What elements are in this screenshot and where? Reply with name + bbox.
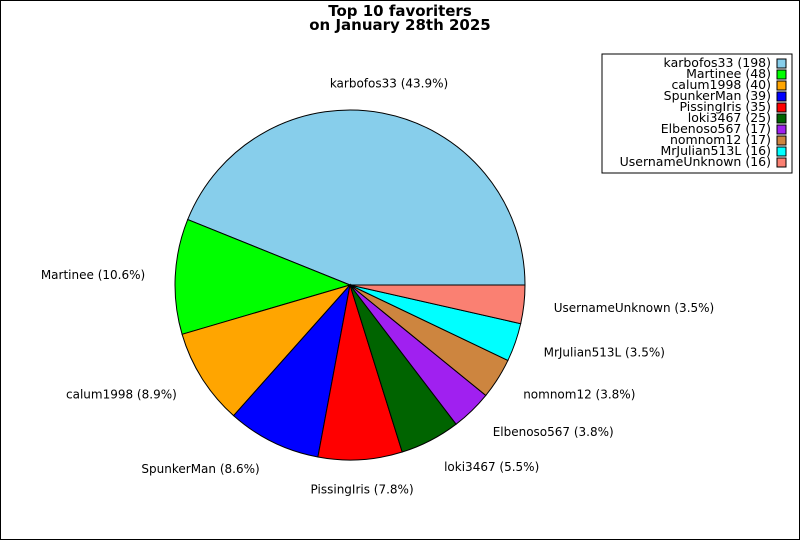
slice-label-calum1998: calum1998 (8.9%) [66, 388, 177, 402]
slice-label-elbenoso567: Elbenoso567 (3.8%) [493, 425, 614, 439]
legend-swatch-mrjulian513l [776, 146, 787, 157]
pie-slice-martinee [174, 218, 352, 335]
pie-slice-spunkerman [232, 283, 351, 458]
legend-swatch-nomnom12 [776, 135, 787, 146]
legend-swatch-usernameunknown [776, 157, 787, 168]
legend-entry-pissingiris: PissingIris (35) [679, 99, 771, 114]
slice-label-karbofos33: karbofos33 (43.9%) [330, 77, 448, 91]
legend-entry-nomnom12: nomnom12 (17) [670, 132, 771, 147]
legend-swatch-loki3467 [776, 113, 787, 124]
slice-label-mrjulian513l: MrJulian513L (3.5%) [544, 345, 665, 359]
legend-entry-calum1998: calum1998 (40) [671, 77, 771, 92]
legend-box [601, 53, 793, 174]
legend-swatch-pissingiris [776, 102, 787, 113]
legend: karbofos33 (198)Martinee (48)calum1998 (… [601, 53, 793, 174]
pie-slice-usernameunknown [349, 284, 526, 325]
legend-entry-mrjulian513l: MrJulian513L (16) [660, 143, 771, 158]
slice-label-nomnom12: nomnom12 (3.8%) [523, 388, 635, 402]
slice-labels: karbofos33 (43.9%) Martinee (10.6%) calum1… [41, 77, 714, 497]
legend-entry-karbofos33: karbofos33 (198) [664, 55, 771, 70]
legend-entry-spunkerman: SpunkerMan (39) [664, 88, 771, 103]
legend-swatch-karbofos33 [776, 58, 787, 69]
legend-swatch-martinee [776, 69, 787, 80]
legend-swatch-calum1998 [776, 80, 787, 91]
pie-slices [174, 109, 526, 461]
chart-title-line-2: on January 28th 2025 [309, 16, 490, 34]
slice-label-pissingiris: PissingIris (7.8%) [311, 483, 414, 497]
legend-entry-usernameunknown: UsernameUnknown (16) [620, 154, 771, 169]
slice-label-spunkerman: SpunkerMan (8.6%) [141, 462, 259, 476]
pie-slice-karbofos33 [187, 109, 526, 286]
legend-swatch-elbenoso567 [776, 124, 787, 135]
legend-entry-elbenoso567: Elbenoso567 (17) [661, 121, 771, 136]
chart-title-line-1: Top 10 favoriters [328, 2, 472, 20]
slice-label-martinee: Martinee (10.6%) [41, 268, 145, 282]
legend-entry-martinee: Martinee (48) [686, 66, 771, 81]
legend-entry-loki3467: loki3467 (25) [688, 110, 771, 125]
legend-swatch-spunkerman [776, 91, 787, 102]
slice-label-usernameunknown: UsernameUnknown (3.5%) [554, 301, 715, 315]
slice-label-loki3467: loki3467 (5.5%) [444, 460, 539, 474]
pie-slice-calum1998 [181, 284, 352, 417]
